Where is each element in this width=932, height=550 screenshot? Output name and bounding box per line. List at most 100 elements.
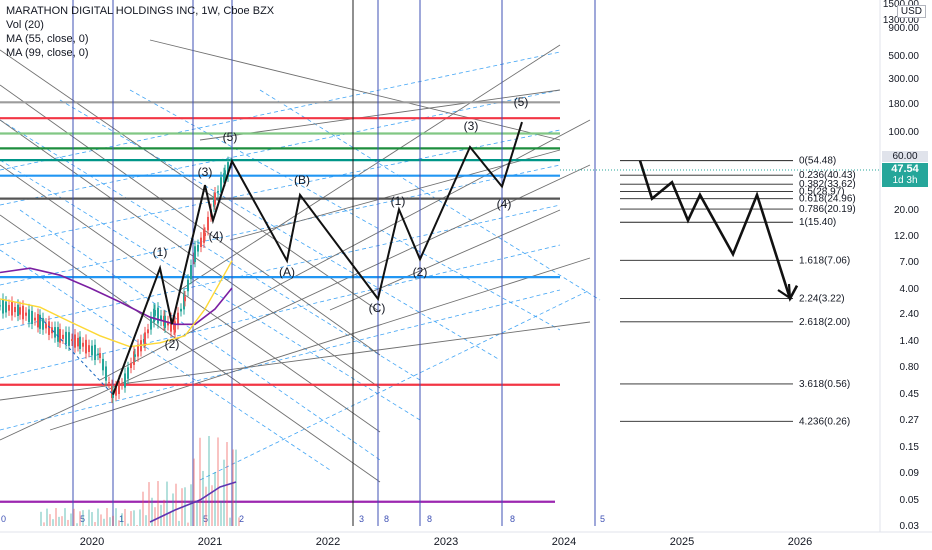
candle-body <box>217 190 219 193</box>
currency-label[interactable]: USD <box>896 5 926 18</box>
last-price-tag: 47.54 1d 3h <box>882 163 928 187</box>
volume-bar <box>46 508 48 526</box>
candle-body <box>31 310 33 325</box>
vertical-line-label: 1 <box>119 514 124 524</box>
candle-body <box>227 162 229 177</box>
wave-label: (3) <box>198 165 213 179</box>
trend-line <box>329 209 561 311</box>
volume-bar <box>118 520 120 526</box>
dashed-channel-line <box>0 51 561 171</box>
fib-level-label: 0.786(20.19) <box>799 204 856 215</box>
volume-bar <box>127 523 129 526</box>
x-tick-label: 2025 <box>670 536 694 548</box>
volume-bar <box>148 482 150 526</box>
tag-price-60-text: 60.00 <box>892 151 918 162</box>
y-tick-label: 500.00 <box>888 51 919 62</box>
ma-99-line <box>0 267 233 326</box>
candle-body <box>150 317 152 330</box>
x-tick-label: 2024 <box>552 536 576 548</box>
x-tick-label: 2021 <box>198 536 222 548</box>
candle-body <box>197 244 199 252</box>
candle-body <box>154 310 156 316</box>
volume-bar <box>91 512 93 526</box>
candle-body <box>28 309 30 323</box>
fib-level-label: 4.236(0.26) <box>799 416 850 427</box>
fib-level-label: 0.618(24.96) <box>799 194 856 205</box>
volume-bar <box>79 511 81 526</box>
volume-bar <box>205 486 207 526</box>
dashed-channel-line <box>59 99 501 361</box>
trend-line <box>149 39 561 141</box>
volume-ma-line <box>149 481 237 523</box>
y-tick-label: 1.40 <box>900 336 920 347</box>
volume-bar <box>64 508 66 526</box>
price-candles <box>0 156 232 404</box>
candle-body <box>204 232 206 236</box>
dashed-channel-line <box>0 289 561 431</box>
volume-bar <box>115 508 117 526</box>
candle-body <box>127 367 129 379</box>
last-price-value: 47.54 <box>891 163 919 175</box>
candle-body <box>65 331 67 345</box>
dashed-channel-line <box>0 119 421 381</box>
y-tick-label: 12.00 <box>894 231 919 242</box>
candle-body <box>97 353 99 356</box>
volume-bar <box>154 507 156 526</box>
volume-bar <box>121 513 123 526</box>
volume-bar <box>166 481 168 526</box>
volume-bar <box>175 483 177 526</box>
wave-label: (5) <box>514 95 529 109</box>
wave-label: (5) <box>223 130 238 144</box>
candle-body <box>14 306 16 313</box>
candle-body <box>174 321 176 333</box>
candle-body <box>2 298 4 314</box>
candle-body <box>0 305 1 307</box>
volume-bar <box>139 509 141 526</box>
candle-body <box>224 170 226 182</box>
legend-title: MARATHON DIGITAL HOLDINGS INC, 1W, Cboe … <box>6 5 275 17</box>
volume-bar <box>190 484 192 526</box>
volume-bar <box>43 522 45 526</box>
candle-body <box>108 382 110 384</box>
y-tick-label: 20.00 <box>894 205 919 216</box>
vertical-line-label: 8 <box>427 514 432 524</box>
candle-body <box>48 321 50 335</box>
dashed-channel-line <box>129 89 561 331</box>
candle-body <box>77 337 79 347</box>
candle-body <box>220 177 222 193</box>
candle-body <box>177 312 179 325</box>
fib-level-label: 2.24(3.22) <box>799 294 845 305</box>
candle-body <box>102 358 104 371</box>
candle-body <box>59 329 61 343</box>
trend-line <box>0 84 381 356</box>
dashed-channel-line <box>0 244 561 379</box>
volume-bar <box>61 516 63 526</box>
volume-bar <box>229 517 231 526</box>
candle-body <box>91 345 93 356</box>
candle-body <box>19 307 21 315</box>
vertical-line-label: 5 <box>80 514 85 524</box>
candle-body <box>194 246 196 263</box>
candle-body <box>214 192 216 205</box>
vertical-line-label: 0 <box>1 514 6 524</box>
trend-line <box>0 214 381 483</box>
fib-level-label: 0(54.48) <box>799 156 836 167</box>
candle-body <box>82 342 84 347</box>
wave-label: (2) <box>413 265 428 279</box>
volume-bar <box>235 449 237 526</box>
vertical-line-label: 5 <box>203 514 208 524</box>
candle-body <box>105 366 107 381</box>
candle-body <box>42 318 44 330</box>
volume-bar <box>55 508 57 526</box>
candle-body <box>5 301 7 313</box>
candle-body <box>167 321 169 326</box>
vertical-line-label: 3 <box>359 514 364 524</box>
y-tick-label: 300.00 <box>888 74 919 85</box>
trend-line <box>0 49 381 313</box>
candle-body <box>11 301 13 316</box>
volume-bar <box>49 514 51 526</box>
candle-body <box>144 332 146 346</box>
volume-bar <box>217 437 219 526</box>
volume-bar <box>100 514 102 526</box>
